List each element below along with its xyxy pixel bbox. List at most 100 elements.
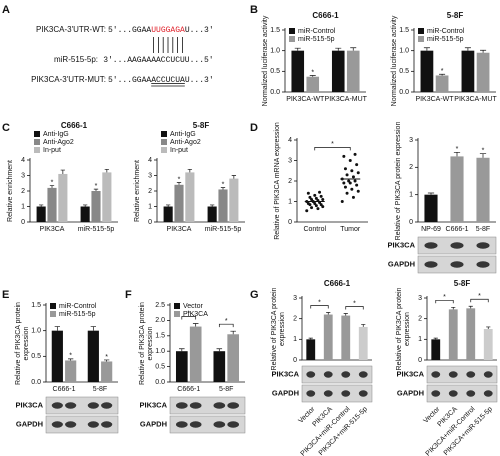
- y-tick-label: 3: [293, 295, 297, 302]
- point: [355, 163, 359, 167]
- point: [310, 206, 314, 210]
- point: [343, 167, 347, 171]
- blot-band: [65, 421, 77, 428]
- point: [350, 169, 354, 173]
- x-tick-label: PIK3CA-WT: [415, 96, 454, 103]
- mut-suffix: U...3': [185, 76, 214, 85]
- significance-star: *: [311, 69, 314, 76]
- y-tick-label: 3: [409, 137, 413, 144]
- blot-band: [189, 421, 202, 428]
- point: [345, 173, 349, 177]
- error-bar: [480, 49, 487, 53]
- blot-band: [358, 371, 368, 378]
- blot-band: [476, 242, 490, 249]
- bar: [58, 173, 68, 222]
- y-tick-label: 1: [418, 336, 422, 343]
- point: [356, 171, 360, 175]
- blot-band: [306, 390, 316, 397]
- significance-bracket: [345, 306, 364, 310]
- y-tick-label: 0.0: [399, 89, 409, 96]
- significance-star: *: [331, 141, 334, 148]
- significance-star: *: [456, 146, 459, 153]
- blot-band: [448, 371, 458, 378]
- y-tick-label: 0.5: [31, 353, 41, 360]
- x-tick-label: Tumor: [340, 226, 361, 233]
- point: [318, 190, 322, 194]
- point: [321, 205, 325, 209]
- blot-band: [431, 390, 441, 397]
- significance-star: *: [105, 354, 108, 361]
- legend-swatch: [418, 28, 424, 34]
- error-bar: [60, 169, 66, 174]
- y-tick-label: 2: [148, 188, 152, 195]
- point: [316, 207, 320, 211]
- y-axis-label: Normalized luciferase activity: [262, 15, 269, 106]
- error-bar: [427, 192, 435, 195]
- legend-label: miR-515-5p: [298, 36, 335, 43]
- significance-bracket: [310, 305, 329, 309]
- y-axis-label: Relative enrichment: [134, 160, 141, 222]
- point: [306, 202, 310, 206]
- blot-band: [483, 371, 493, 378]
- blot-band: [341, 371, 351, 378]
- legend-swatch: [50, 311, 56, 317]
- legend-swatch: [50, 303, 56, 309]
- y-axis-label: Relative of PIK3CA mRNA expression: [274, 122, 281, 240]
- y-tick-label: 1.0: [270, 48, 280, 55]
- blot-band: [466, 371, 476, 378]
- chart-title: C666-1: [324, 279, 351, 288]
- y-tick-label: 2: [288, 178, 292, 185]
- y-tick-label: 1.0: [155, 348, 165, 355]
- error-bar: [343, 313, 348, 316]
- blot-band: [101, 421, 113, 428]
- y-tick-label: 0: [288, 219, 292, 226]
- bar: [435, 75, 449, 92]
- blot-band: [51, 402, 63, 409]
- bar: [51, 330, 63, 382]
- blot-label: GAPDH: [397, 388, 424, 397]
- x-tick-label: C666-1: [53, 386, 76, 393]
- bar: [101, 361, 113, 382]
- significance-bracket: [435, 299, 454, 304]
- blot-row: [426, 384, 498, 403]
- error-bar: [187, 168, 193, 173]
- axis: [296, 138, 368, 223]
- blot-row: [301, 365, 373, 384]
- significance-star: *: [482, 148, 485, 155]
- x-tick-label: C666-1: [446, 226, 469, 233]
- point: [314, 204, 318, 208]
- blot-band: [466, 390, 476, 397]
- blot-band: [323, 390, 333, 397]
- significance-bracket: [218, 323, 234, 328]
- blot-row: [45, 415, 119, 434]
- bar: [65, 360, 77, 382]
- blot-label: PIK3CA: [396, 369, 424, 378]
- legend-label: In-put: [43, 147, 61, 154]
- significance-star: *: [51, 179, 54, 186]
- y-tick-label: 2: [418, 316, 422, 323]
- error-bar: [486, 326, 491, 329]
- x-tick-label: PIK3CA-MUT: [454, 96, 497, 103]
- bar: [323, 314, 333, 360]
- significance-star: *: [222, 181, 225, 188]
- x-tick-label: 5-8F: [476, 226, 490, 233]
- y-tick-label: 0.5: [270, 68, 280, 75]
- blot-row: [426, 365, 498, 384]
- bar: [102, 172, 112, 222]
- blot-band: [306, 371, 316, 378]
- blot-band: [323, 371, 333, 378]
- bar: [358, 326, 368, 360]
- blot-band: [227, 402, 240, 409]
- bar: [420, 50, 434, 92]
- error-bar: [335, 47, 342, 51]
- panel-label: B: [250, 4, 258, 16]
- mir-sequence: 3'...AAGAAAACCUCUU...5': [103, 56, 213, 65]
- chart-title: C666-1: [312, 11, 339, 20]
- y-tick-label: 0: [148, 219, 152, 226]
- x-tick-label: 5-8F: [219, 386, 233, 393]
- significance-star: *: [443, 294, 446, 301]
- y-tick-label: 0: [293, 357, 297, 364]
- x-tick-label: PIK3CA-MUT: [325, 96, 368, 103]
- legend-label: miR-Control: [59, 303, 97, 310]
